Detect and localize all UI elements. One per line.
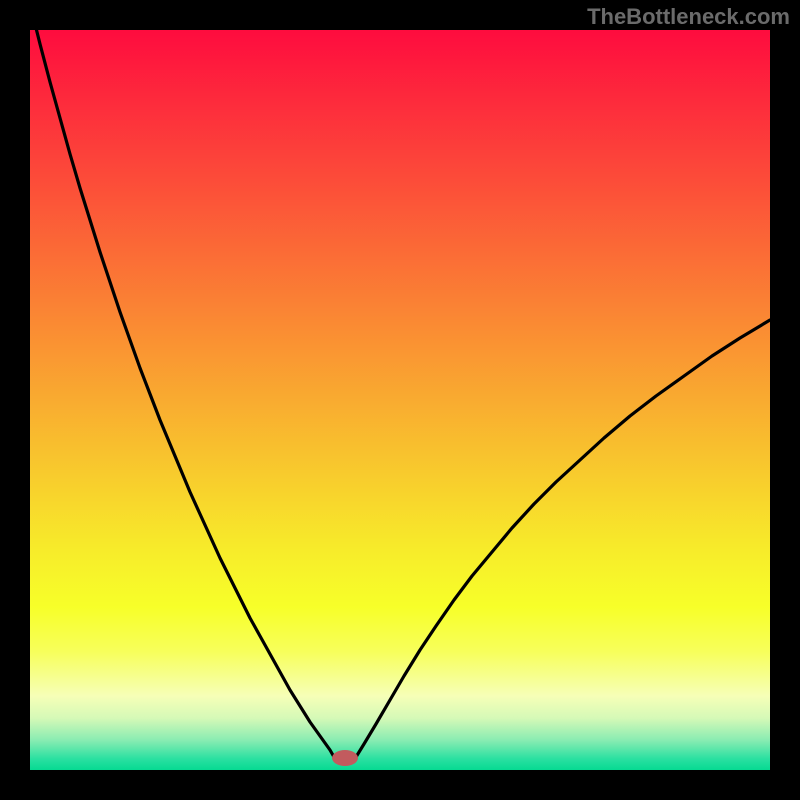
bottleneck-chart: TheBottleneck.com: [0, 0, 800, 800]
optimum-marker: [332, 750, 358, 766]
plot-background: [30, 30, 770, 770]
chart-svg: [0, 0, 800, 800]
watermark-text: TheBottleneck.com: [587, 4, 790, 30]
